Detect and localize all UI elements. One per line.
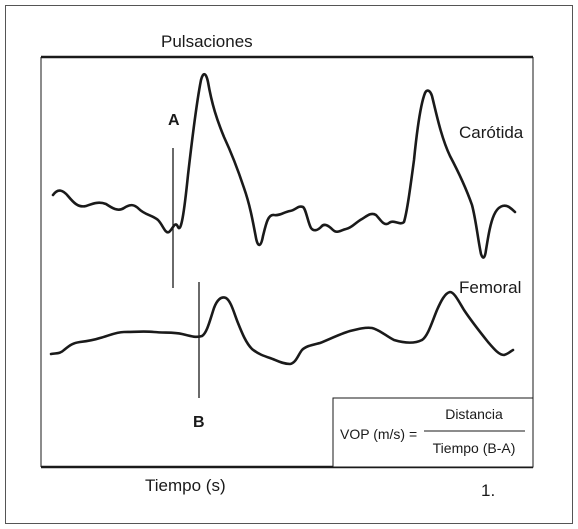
- marker-b-label: B: [193, 414, 205, 431]
- diagram-title: Pulsaciones: [161, 32, 253, 51]
- formula-box: [332, 397, 534, 468]
- carotid-label: Carótida: [459, 123, 524, 142]
- formula-denominator: Tiempo (B-A): [433, 440, 516, 456]
- femoral-label: Femoral: [459, 278, 521, 297]
- formula-lhs: VOP (m/s) =: [340, 426, 417, 442]
- femoral-waveform: [49, 290, 515, 366]
- outer-frame: [5, 5, 573, 524]
- x-axis-label: Tiempo (s): [145, 476, 226, 495]
- formula-numerator: Distancia: [445, 406, 503, 422]
- marker-a-label: A: [168, 112, 180, 129]
- carotid-waveform: [51, 72, 517, 259]
- figure-number: 1.: [481, 481, 495, 500]
